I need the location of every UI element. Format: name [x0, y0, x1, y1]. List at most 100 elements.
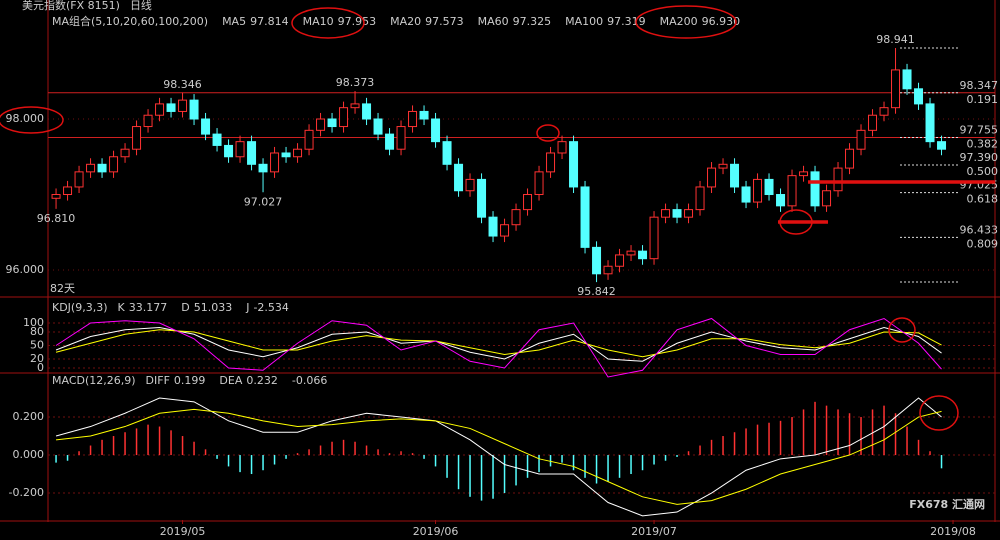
y-tick-label: 50	[30, 338, 44, 351]
header-text: MA100	[565, 15, 603, 28]
candle-body	[281, 152, 291, 158]
candle-body	[511, 209, 521, 226]
fib-price: 98.347	[960, 79, 999, 92]
candle-body	[649, 216, 659, 260]
fib-ratio: 0.500	[967, 165, 999, 178]
y-tick-label: 0.000	[13, 448, 45, 461]
candle-body	[523, 194, 533, 211]
candle-body	[753, 178, 763, 203]
candle-body	[477, 178, 487, 218]
candle-body	[86, 163, 96, 173]
header-text: 97.814	[250, 15, 289, 28]
header-text: 51.033	[194, 301, 233, 314]
header-text: 96.930	[702, 15, 741, 28]
candle-body	[534, 171, 544, 196]
candle-body	[293, 148, 303, 158]
candle-body	[603, 265, 613, 275]
fib-price: 97.390	[960, 151, 999, 164]
candle-body	[178, 99, 188, 112]
header-text: 美元指数(FX 8151)	[22, 0, 120, 12]
candle-body	[63, 186, 73, 196]
candle-body	[350, 103, 360, 109]
series-line	[55, 408, 942, 505]
candle-body	[419, 110, 429, 120]
header-text: -2.534	[253, 301, 288, 314]
candle-body	[914, 88, 924, 105]
header-text: -0.066	[292, 374, 327, 387]
candle-body	[810, 171, 820, 207]
low-label: 95.842	[577, 285, 616, 298]
candle-body	[661, 209, 671, 218]
candle-body	[189, 99, 199, 120]
candle-body	[166, 103, 176, 112]
candle-body	[247, 141, 257, 165]
candle-body	[925, 103, 935, 143]
header-text: DEA	[219, 374, 242, 387]
candle-body	[741, 186, 751, 203]
y-tick-label: 80	[30, 325, 44, 338]
candle-body	[937, 141, 947, 150]
candle-body	[879, 107, 889, 116]
y-tick-label: 20	[30, 352, 44, 365]
candle-body	[822, 190, 832, 207]
candle-body	[638, 250, 648, 260]
highlight-circle	[291, 7, 365, 39]
annotations	[0, 5, 995, 431]
candle-body	[557, 141, 567, 154]
high-label: 98.941	[876, 33, 915, 46]
high-label: 98.346	[163, 78, 202, 91]
candle-body	[787, 175, 797, 207]
candle-body	[465, 178, 475, 192]
candle-body	[730, 163, 740, 188]
highlight-circle	[0, 106, 64, 134]
candle-body	[891, 69, 901, 109]
candle-body	[396, 126, 406, 150]
candle-body	[97, 163, 107, 173]
header-text: MA60	[478, 15, 509, 28]
header-text: MA组合(5,10,20,60,100,200)	[52, 14, 208, 28]
y-tick-label: -0.200	[9, 486, 44, 499]
header-text: MA200	[660, 15, 698, 28]
header-text: D	[181, 301, 189, 314]
watermark: FX678 汇通网	[909, 498, 985, 511]
highlight-circle	[536, 124, 560, 142]
header-text: KDJ(9,3,3)	[52, 301, 108, 314]
fib-ratio: 0.809	[967, 237, 999, 250]
header-text: 0.232	[246, 374, 278, 387]
series-line	[55, 317, 942, 378]
candle-body	[270, 152, 280, 173]
x-tick-label: 2019/05	[160, 525, 206, 538]
candle-body	[868, 114, 878, 131]
candle-body	[695, 186, 705, 211]
candle-body	[626, 250, 636, 256]
candle-body	[109, 156, 119, 173]
low-label: 96.810	[37, 212, 76, 225]
header-text: MA5	[222, 15, 246, 28]
low-label: 97.027	[244, 195, 283, 208]
candle-body	[385, 133, 395, 150]
candle-body	[856, 129, 866, 150]
y-tick-label: 100	[23, 316, 44, 329]
header-text: 日线	[130, 0, 152, 12]
candle-body	[132, 126, 142, 150]
series-line	[55, 329, 942, 358]
candle-body	[212, 133, 222, 146]
candle-body	[408, 110, 418, 128]
fib-ratio: 0.191	[967, 93, 999, 106]
y-tick-label: 0.200	[13, 410, 45, 423]
candle-body	[51, 194, 61, 199]
candle-body	[615, 254, 625, 267]
candle-body	[339, 107, 349, 128]
candle-body	[592, 246, 602, 275]
candle-body	[258, 163, 268, 173]
candle-body	[74, 171, 84, 188]
highlight-circle	[635, 5, 737, 39]
candle-body	[764, 178, 774, 196]
candle-body	[707, 167, 717, 188]
highlight-circle	[888, 317, 916, 343]
series-line	[55, 397, 942, 517]
header-text: DIFF	[146, 374, 170, 387]
y-tick-label: 98.000	[6, 112, 45, 125]
